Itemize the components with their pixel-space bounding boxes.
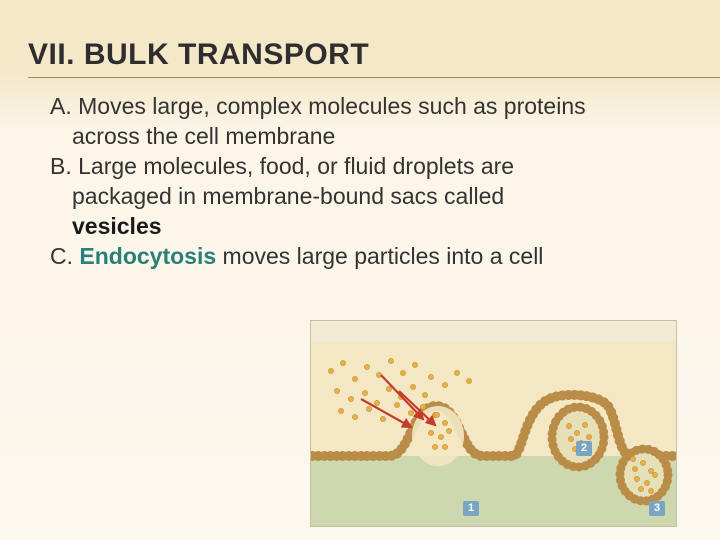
endocytosis-diagram: Endocytosis Outside of cell Cytoplasm 12… (310, 320, 677, 527)
body-content: A. Moves large, complex molecules such a… (28, 92, 700, 272)
bullet-b-prefix: B. (50, 153, 78, 179)
bullet-c-line1: C. Endocytosis moves large particles int… (28, 242, 700, 270)
bullet-a-line2: across the cell membrane (28, 122, 700, 150)
step-number-2: 2 (576, 441, 592, 456)
bullet-b-text1: Large molecules, food, or fluid droplets… (78, 153, 514, 179)
keyword-endocytosis: Endocytosis (79, 243, 216, 269)
step-number-3: 3 (649, 501, 665, 516)
bullet-a-prefix: A. (50, 93, 78, 119)
diagram-svg (311, 321, 676, 526)
bullet-a-line1: A. Moves large, complex molecules such a… (28, 92, 700, 120)
keyword-vesicles: vesicles (72, 213, 162, 239)
step-number-1: 1 (463, 501, 479, 516)
slide-title: VII. BULK TRANSPORT (28, 38, 369, 72)
bullet-c-prefix: C. (50, 243, 79, 269)
title-underline (28, 77, 720, 78)
bullet-c-rest: moves large particles into a cell (216, 243, 543, 269)
bullet-b-line1: B. Large molecules, food, or fluid dropl… (28, 152, 700, 180)
bullet-a-text1: Moves large, complex molecules such as p… (78, 93, 586, 119)
bullet-b-line2: packaged in membrane-bound sacs called (28, 182, 700, 210)
bullet-b-line3: vesicles (28, 212, 700, 240)
